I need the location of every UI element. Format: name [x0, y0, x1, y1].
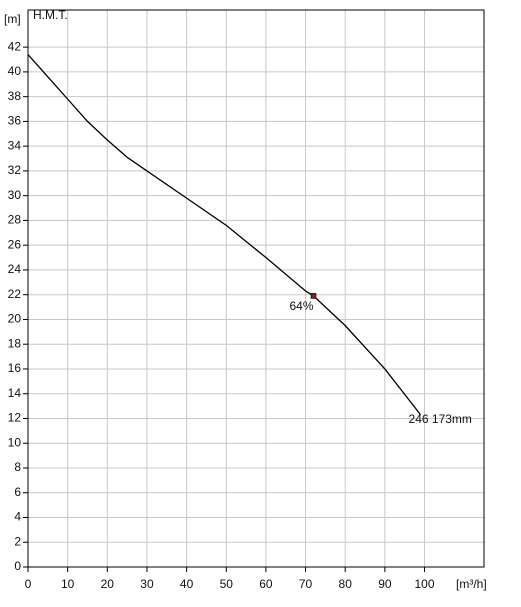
- y-axis-title: H.M.T.: [33, 8, 68, 22]
- x-tick-label: 80: [339, 577, 353, 591]
- efficiency-marker: [310, 293, 317, 299]
- y-tick-label: 0: [14, 559, 21, 573]
- x-axis-label: [m³/h]: [456, 577, 487, 591]
- y-tick-label: 40: [8, 64, 22, 78]
- y-tick-label: 28: [8, 213, 22, 227]
- y-tick-label: 6: [14, 485, 21, 499]
- y-tick-label: 14: [8, 386, 22, 400]
- x-tick-label: 70: [299, 577, 313, 591]
- plot-frame: [27, 9, 485, 568]
- x-tick-label: 20: [101, 577, 115, 591]
- y-tick-label: 18: [8, 336, 22, 350]
- y-tick-label: 36: [8, 114, 22, 128]
- x-tick-label: 40: [180, 577, 194, 591]
- efficiency-label: 64%: [289, 299, 313, 313]
- x-tick-label: 30: [140, 577, 154, 591]
- y-tick-label: 34: [8, 138, 22, 152]
- y-tick-label: 26: [8, 237, 22, 251]
- y-tick-label: 32: [8, 163, 22, 177]
- curve-label: 246 173mm: [409, 412, 472, 426]
- y-axis-label: [m]: [4, 12, 21, 26]
- x-tick-label: 0: [25, 577, 32, 591]
- y-tick-label: 20: [8, 312, 22, 326]
- y-tick-label: 12: [8, 411, 22, 425]
- y-tick-label: 10: [8, 435, 22, 449]
- y-tick-label: 16: [8, 361, 22, 375]
- y-tick-label: 4: [14, 510, 21, 524]
- x-tick-label: 50: [220, 577, 234, 591]
- x-tick-label: 100: [415, 577, 435, 591]
- y-tick-label: 30: [8, 188, 22, 202]
- x-tick-label: 10: [61, 577, 75, 591]
- y-tick-label: 2: [14, 534, 21, 548]
- y-tick-label: 24: [8, 262, 22, 276]
- x-tick-label: 90: [378, 577, 392, 591]
- y-tick-label: 8: [14, 460, 21, 474]
- y-tick-label: 42: [8, 39, 22, 53]
- y-tick-label: 38: [8, 89, 22, 103]
- curve: [27, 54, 422, 416]
- y-tick-label: 22: [8, 287, 22, 301]
- x-tick-label: 60: [259, 577, 273, 591]
